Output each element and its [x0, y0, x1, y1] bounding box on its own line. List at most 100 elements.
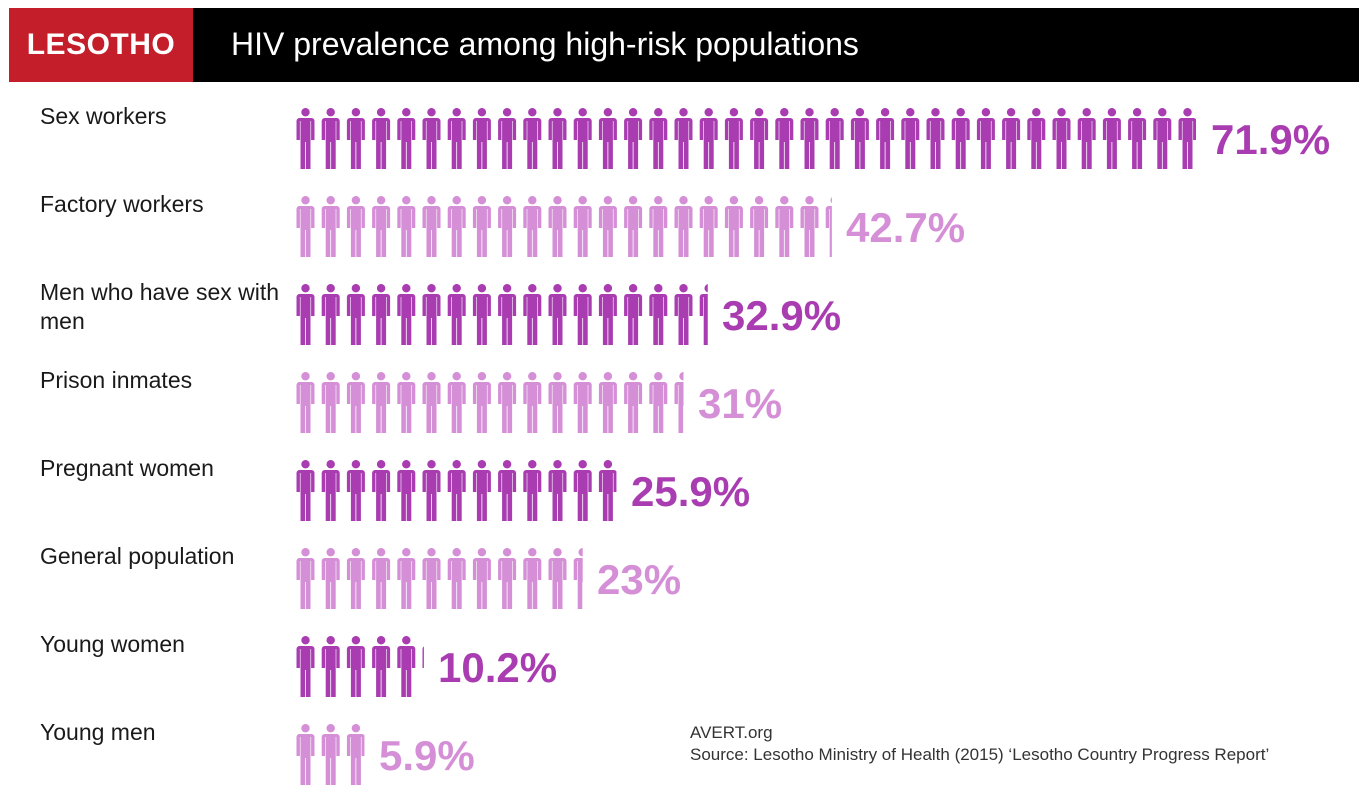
person-icon [321, 636, 340, 697]
person-icon [447, 372, 466, 433]
person-icon [724, 196, 743, 257]
person-icon [397, 108, 416, 169]
chart-title: HIV prevalence among high-risk populatio… [231, 26, 859, 62]
person-icon [649, 372, 668, 433]
person-icon [472, 372, 491, 433]
person-icon [397, 636, 416, 697]
header-bar: LESOTHO HIV prevalence among high-risk p… [9, 8, 1359, 82]
person-icon [699, 196, 718, 257]
person-icon [422, 108, 441, 169]
value-label: 25.9% [631, 468, 751, 515]
person-icon [573, 196, 592, 257]
person-icon [472, 196, 491, 257]
value-label: 10.2% [438, 644, 558, 691]
figure-bar [296, 548, 585, 612]
figure-bar [296, 636, 426, 700]
person-icon [750, 196, 769, 257]
person-icon [372, 108, 391, 169]
person-icon [372, 284, 391, 345]
person-icon [296, 724, 315, 785]
person-icon [598, 372, 617, 433]
person-icon [624, 284, 643, 345]
person-icon [1153, 108, 1172, 169]
person-icon [372, 196, 391, 257]
figure-bar-svg [296, 108, 1197, 169]
person-icon [422, 548, 441, 609]
person-icon [296, 460, 315, 521]
person-icon [548, 460, 567, 521]
person-icon [1002, 108, 1021, 169]
figure-bar [296, 460, 619, 524]
person-icon [624, 372, 643, 433]
figure-bar-svg [296, 460, 617, 521]
person-icon [800, 196, 819, 257]
person-icon-partial [1178, 108, 1197, 169]
person-icon [346, 108, 365, 169]
person-icon [422, 460, 441, 521]
person-icon [674, 108, 693, 169]
person-icon [901, 108, 920, 169]
person-icon [523, 196, 542, 257]
person-icon [346, 548, 365, 609]
person-icon [296, 548, 315, 609]
figure-bar-svg [296, 372, 684, 433]
person-icon [548, 548, 567, 609]
person-icon [674, 284, 693, 345]
chart-row: Pregnant women 25.9% [0, 440, 1360, 528]
value-label: 42.7% [846, 204, 966, 251]
person-icon [850, 108, 869, 169]
person-icon [724, 108, 743, 169]
person-icon [296, 196, 315, 257]
person-icon [472, 284, 491, 345]
figure-bar-svg [296, 284, 708, 345]
person-icon [296, 284, 315, 345]
figure-bar [296, 284, 710, 348]
person-icon [397, 372, 416, 433]
person-icon [498, 460, 517, 521]
person-icon [523, 108, 542, 169]
value-label: 31% [698, 380, 783, 427]
category-label: Prison inmates [40, 367, 193, 393]
person-icon [498, 108, 517, 169]
person-icon [523, 372, 542, 433]
person-icon [523, 284, 542, 345]
person-icon [372, 548, 391, 609]
person-icon-partial [573, 548, 583, 609]
person-icon [397, 548, 416, 609]
person-icon [1128, 108, 1147, 169]
person-icon [624, 196, 643, 257]
category-label: Young women [40, 631, 185, 657]
person-icon [422, 372, 441, 433]
value-label: 71.9% [1211, 116, 1331, 163]
person-icon [876, 108, 895, 169]
person-icon [1077, 108, 1096, 169]
person-icon [321, 196, 340, 257]
person-icon [674, 196, 693, 257]
person-icon [321, 548, 340, 609]
person-icon [649, 108, 668, 169]
person-icon [321, 108, 340, 169]
person-icon [372, 460, 391, 521]
source-note: AVERT.org Source: Lesotho Ministry of He… [690, 722, 1269, 766]
person-icon-partial [825, 197, 832, 257]
figure-bar-svg [296, 636, 424, 697]
person-icon [447, 108, 466, 169]
person-icon [296, 372, 315, 433]
value-label: 32.9% [722, 292, 842, 339]
person-icon [598, 108, 617, 169]
value-label: 23% [597, 556, 682, 603]
person-icon-partial [674, 372, 684, 433]
brand-label: AVERT.org [690, 723, 773, 742]
person-icon [447, 284, 466, 345]
person-icon [1027, 108, 1046, 169]
person-icon [523, 548, 542, 609]
person-icon-partial [422, 646, 424, 668]
person-icon [699, 108, 718, 169]
person-icon [296, 636, 315, 697]
person-icon [472, 460, 491, 521]
person-icon [825, 108, 844, 169]
person-icon [321, 724, 340, 785]
person-icon [1052, 108, 1071, 169]
person-icon [523, 460, 542, 521]
person-icon [372, 372, 391, 433]
